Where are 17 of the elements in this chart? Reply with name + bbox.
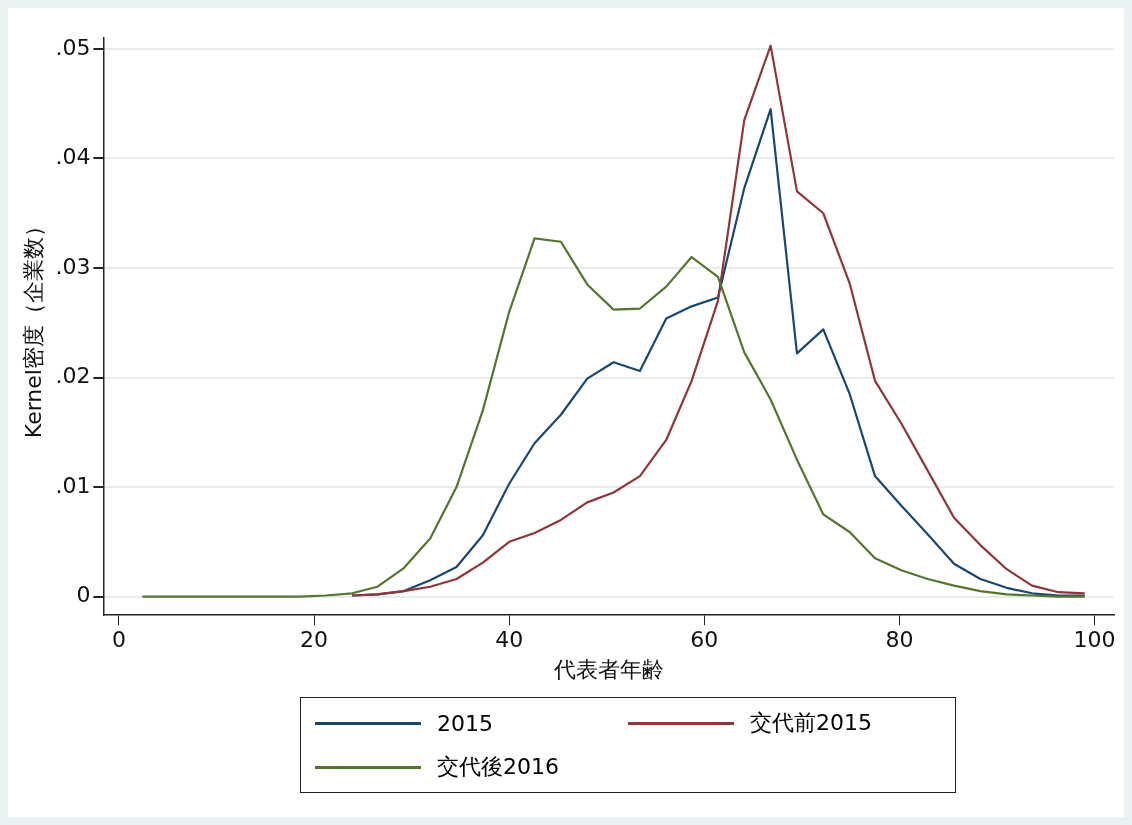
x-tick-label: 40 — [495, 627, 524, 653]
x-tick-label: 60 — [690, 627, 719, 653]
x-tick-label: 100 — [1073, 627, 1116, 653]
y-tick-label: .04 — [55, 144, 91, 170]
x-tick-label: 0 — [112, 627, 126, 653]
x-tick-label: 80 — [885, 627, 914, 653]
y-tick-label: .01 — [55, 472, 91, 498]
y-tick-label: .03 — [55, 253, 91, 279]
legend-label: 交代後2016 — [437, 753, 559, 781]
x-tick-label: 20 — [300, 627, 329, 653]
y-tick-label: 0 — [76, 582, 91, 608]
y-axis-title: Kernel密度（企業数） — [20, 215, 46, 439]
y-tick-label: .05 — [55, 34, 91, 60]
legend-label: 交代前2015 — [750, 709, 872, 737]
x-axis-title: 代表者年齢 — [552, 656, 664, 682]
legend-label: 2015 — [437, 710, 493, 736]
y-tick-label: .02 — [55, 363, 91, 389]
